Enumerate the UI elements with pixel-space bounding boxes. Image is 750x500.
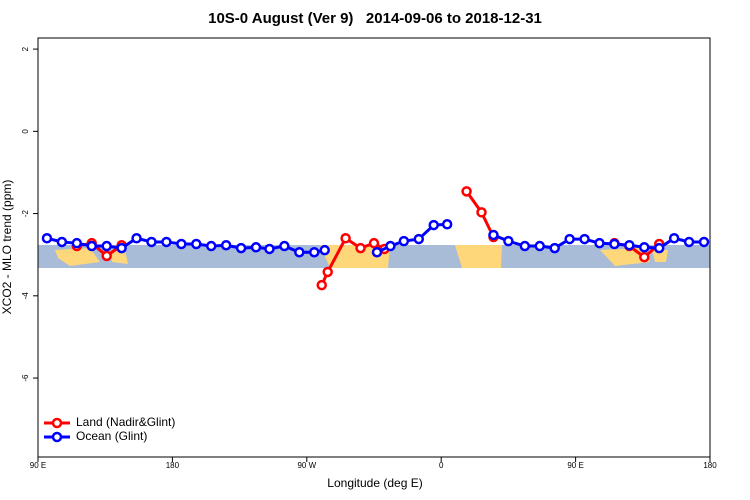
data-point xyxy=(519,240,531,252)
y-tick-label: 2 xyxy=(21,46,30,51)
data-point xyxy=(413,233,425,245)
data-point xyxy=(368,237,380,249)
data-point xyxy=(264,243,275,255)
data-point xyxy=(398,235,410,247)
data-point xyxy=(116,242,127,254)
data-point xyxy=(371,246,383,258)
data-point xyxy=(476,207,487,218)
data-point xyxy=(322,266,333,278)
y-tick-label: -2 xyxy=(21,209,30,217)
data-point xyxy=(668,232,680,244)
data-point xyxy=(534,240,546,252)
data-point xyxy=(319,244,330,256)
data-point xyxy=(86,240,98,252)
data-point xyxy=(294,246,305,258)
data-point xyxy=(503,235,514,247)
data-point xyxy=(564,233,575,245)
legend-marker xyxy=(51,431,63,443)
data-point xyxy=(146,236,157,248)
data-point xyxy=(488,229,499,241)
data-point xyxy=(549,242,560,254)
data-point xyxy=(653,242,665,254)
data-point xyxy=(441,219,453,230)
data-point xyxy=(191,238,202,250)
data-point xyxy=(316,279,327,291)
legend-marker xyxy=(51,417,63,429)
data-point xyxy=(355,242,366,254)
data-point xyxy=(56,236,68,248)
x-tick-label: 90 W xyxy=(297,461,316,470)
data-point xyxy=(279,240,290,252)
data-point xyxy=(639,251,650,263)
x-axis-label: Longitude (deg E) xyxy=(327,476,422,490)
data-point xyxy=(250,242,262,253)
series-line xyxy=(76,190,661,286)
data-point xyxy=(309,246,320,258)
data-point xyxy=(594,237,605,249)
data-point xyxy=(683,236,695,248)
data-point xyxy=(176,238,187,250)
plot-frame xyxy=(37,37,711,458)
data-point xyxy=(71,237,83,249)
data-point xyxy=(639,242,650,253)
legend-label: Land (Nadir&Glint) xyxy=(76,415,175,429)
data-point xyxy=(235,242,247,254)
data-point xyxy=(205,240,217,252)
x-tick-label: 90 E xyxy=(30,461,46,470)
x-tick-label: 180 xyxy=(703,461,717,470)
x-tick-label: 180 xyxy=(166,461,180,470)
data-point xyxy=(131,232,142,244)
data-point xyxy=(579,233,590,245)
y-tick-label: 0 xyxy=(21,129,30,134)
y-tick-label: -4 xyxy=(21,292,30,300)
data-point xyxy=(609,238,620,250)
data-point xyxy=(101,240,112,252)
data-point xyxy=(698,236,710,248)
x-tick-label: 0 xyxy=(439,461,444,470)
y-axis-label: XCO2 - MLO trend (ppm) xyxy=(0,180,14,315)
data-point xyxy=(161,236,172,248)
data-point xyxy=(624,239,635,251)
data-point xyxy=(220,239,232,251)
data-point xyxy=(101,250,112,262)
x-tick-label: 90 E xyxy=(567,461,583,470)
chart-title: 10S-0 August (Ver 9) 2014-09-06 to 2018-… xyxy=(208,10,542,27)
data-point xyxy=(340,232,351,244)
data-point xyxy=(41,232,53,244)
y-tick-label: -6 xyxy=(21,374,30,382)
data-point xyxy=(385,240,396,252)
legend-label: Ocean (Glint) xyxy=(76,429,147,443)
data-point xyxy=(461,186,472,197)
data-point xyxy=(428,219,439,231)
